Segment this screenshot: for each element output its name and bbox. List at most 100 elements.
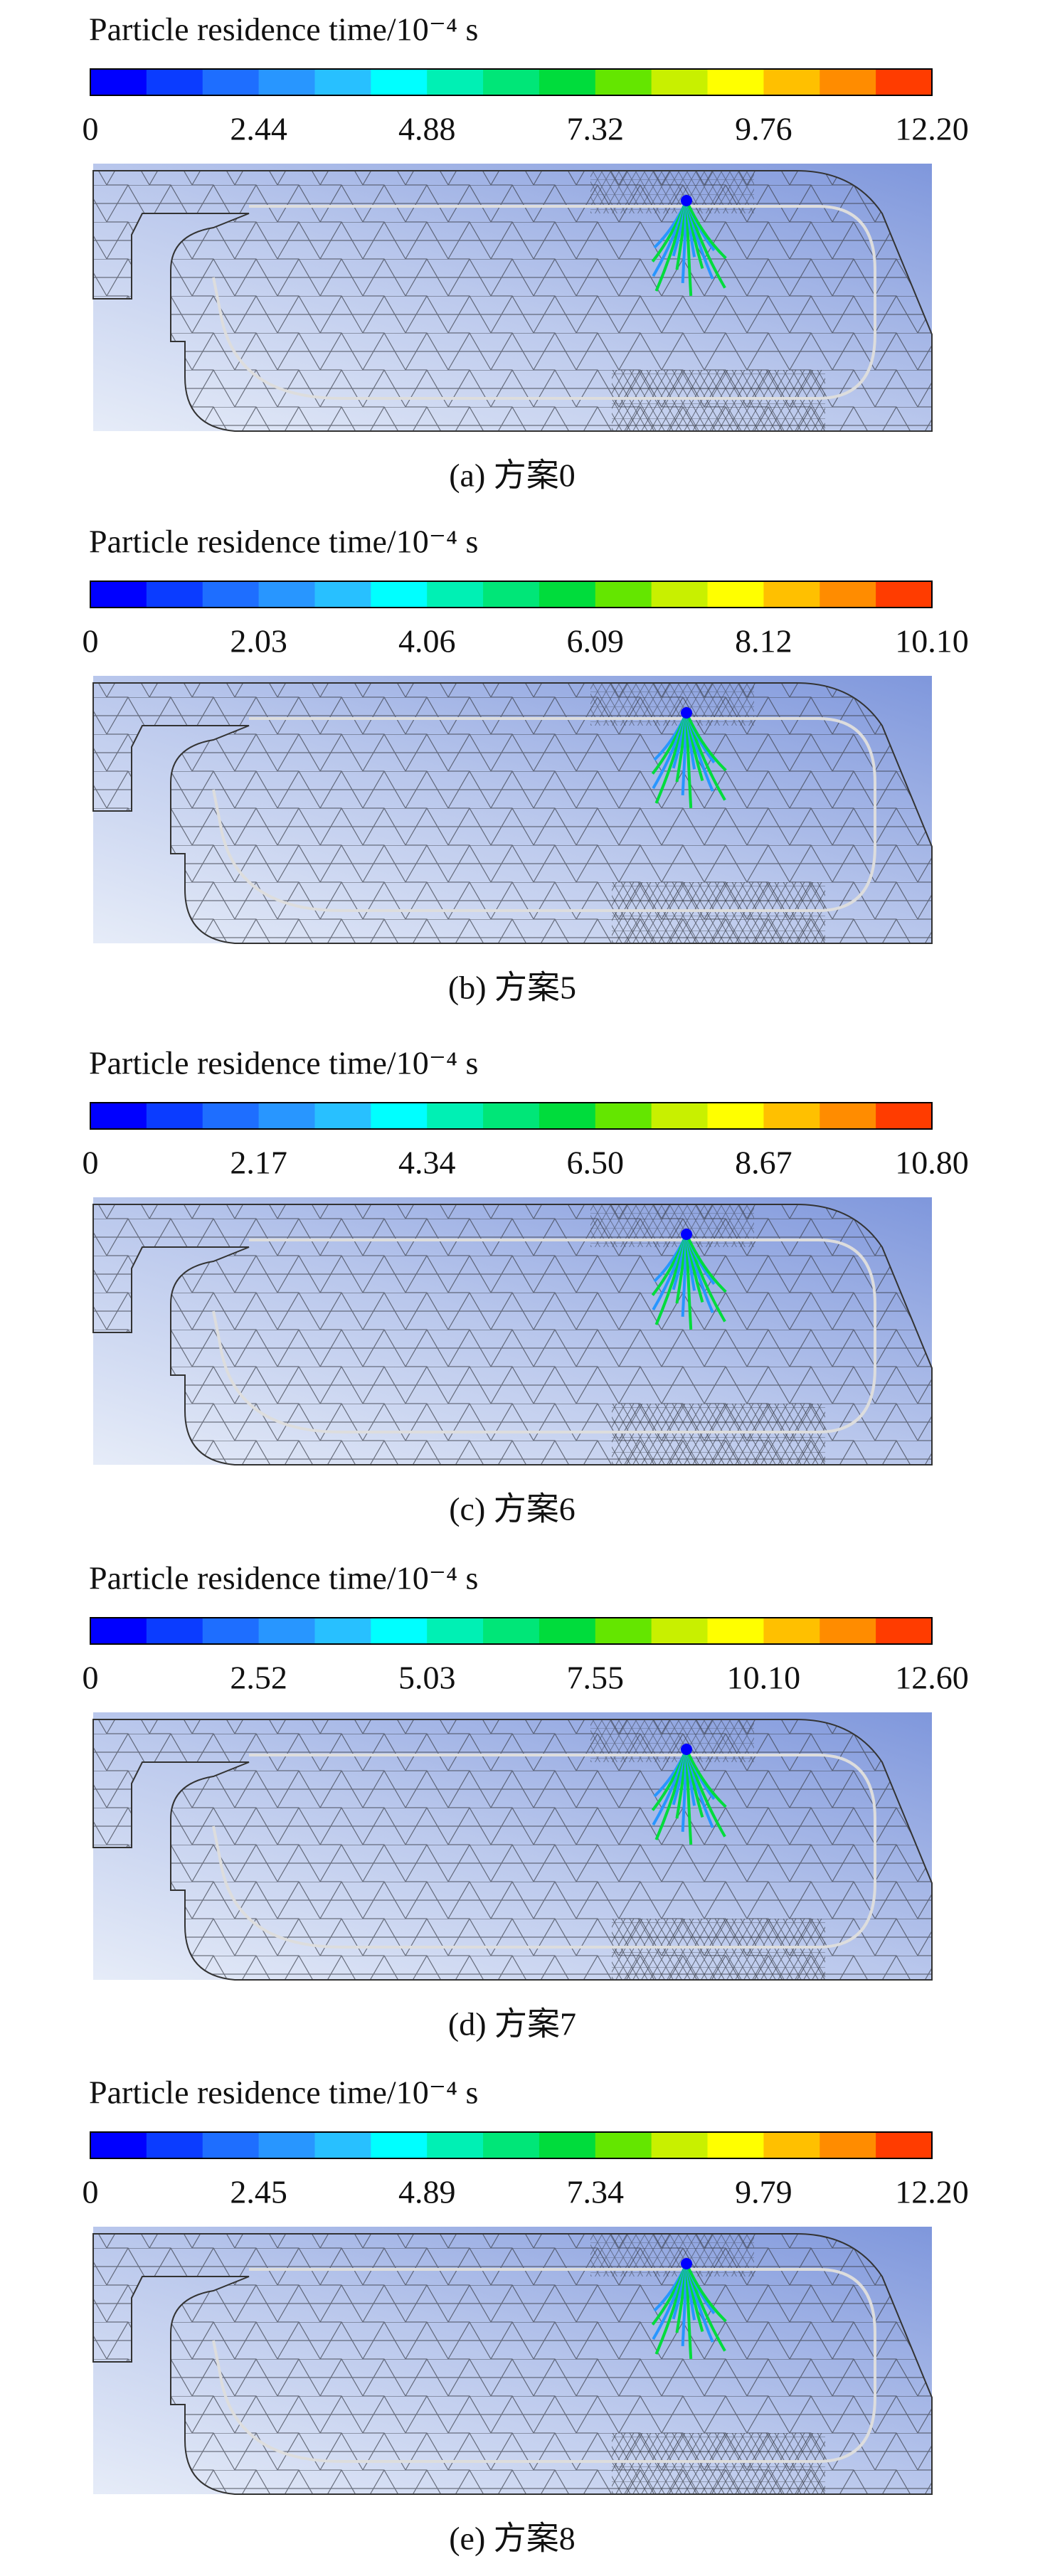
colorbar-tick-label: 7.55 <box>567 1660 625 1696</box>
colorbar-tick-label: 6.50 <box>567 1145 625 1181</box>
mesh-dense <box>612 2433 825 2494</box>
colorbar-tick-label: 4.88 <box>398 111 456 147</box>
colorbar-segment <box>314 2132 371 2158</box>
particle-track <box>685 712 727 772</box>
colorbar-title: Particle residence time/10⁻⁴ s <box>89 1045 478 1081</box>
colorbar-tick-label: 4.89 <box>398 2174 456 2210</box>
colorbar-frame <box>90 2131 933 2159</box>
colorbar-segment <box>258 581 315 608</box>
mesh-dense <box>612 1919 825 1980</box>
colorbar-title: Particle residence time/10⁻⁴ s <box>89 1560 478 1596</box>
colorbar-segment <box>427 69 484 95</box>
colorbar-segment <box>820 2132 876 2158</box>
mesh-domain <box>92 2233 933 2495</box>
colorbar <box>90 581 933 608</box>
mesh-domain <box>92 170 933 432</box>
colorbar-tick-label: 2.17 <box>230 1145 287 1181</box>
colorbar-tick-label: 5.03 <box>398 1660 456 1696</box>
caption: (e) 方案8 <box>449 2521 576 2557</box>
particle-spray <box>651 1744 727 1845</box>
colorbar-segment <box>595 1618 652 1644</box>
colorbar-segment <box>876 69 933 95</box>
colorbar-segment <box>427 1618 484 1644</box>
mesh-image <box>92 1197 933 1465</box>
colorbar-segment <box>90 581 147 608</box>
colorbar-segment <box>371 2132 428 2158</box>
mesh-dense <box>612 882 825 943</box>
colorbar-segment <box>483 69 540 95</box>
mesh-dense <box>612 1404 825 1465</box>
colorbar-tick-label: 4.06 <box>398 623 456 659</box>
mesh-dense <box>590 1204 754 1247</box>
mesh-dense <box>590 1719 754 1762</box>
panel: Particle residence time/10⁻⁴ s 0 2.44 4.88 7… <box>83 11 969 494</box>
colorbar-segment <box>371 581 428 608</box>
particle-spray <box>651 1229 727 1330</box>
colorbar-frame <box>90 68 933 96</box>
colorbar-segment <box>146 581 203 608</box>
colorbar-segment <box>595 1103 652 1129</box>
colorbar-segment <box>539 581 596 608</box>
colorbar-segment <box>314 1618 371 1644</box>
colorbar-tick-label: 0 <box>83 1145 99 1181</box>
colorbar-segment <box>371 1618 428 1644</box>
channel-outline <box>212 2268 876 2463</box>
colorbar-title: Particle residence time/10⁻⁴ s <box>89 2074 478 2111</box>
colorbar <box>90 2131 933 2159</box>
colorbar-segment <box>202 69 260 95</box>
colorbar-segment <box>202 2132 260 2158</box>
colorbar-segment <box>427 2132 484 2158</box>
colorbar-tick-label: 10.10 <box>727 1660 801 1696</box>
colorbar-tick-label: 12.20 <box>895 111 969 147</box>
colorbar-segment <box>483 1618 540 1644</box>
colorbar-segment <box>314 69 371 95</box>
colorbar-tick-label: 0 <box>83 2174 99 2210</box>
caption: (b) 方案5 <box>448 970 576 1006</box>
colorbar-tick-label: 10.80 <box>895 1145 969 1181</box>
injector <box>681 1744 692 1755</box>
mesh-domain <box>92 1719 933 1981</box>
colorbar-tick-label: 2.44 <box>230 111 287 147</box>
colorbar-tick-label: 2.45 <box>230 2174 287 2210</box>
colorbar-segment <box>820 1618 876 1644</box>
colorbar-segment <box>314 581 371 608</box>
colorbar-segment <box>427 1103 484 1129</box>
colorbar-segment <box>314 1103 371 1129</box>
colorbar-frame <box>90 1102 933 1130</box>
panel: Particle residence time/10⁻⁴ s 0 2.45 4.89 7… <box>83 2074 969 2557</box>
colorbar-segment <box>651 2132 709 2158</box>
panel: Particle residence time/10⁻⁴ s 0 2.17 4.34 6… <box>83 1045 969 1527</box>
particle-spray <box>651 195 727 296</box>
colorbar <box>90 68 933 96</box>
colorbar-segment <box>763 1103 820 1129</box>
colorbar-segment <box>707 69 764 95</box>
mesh-domain <box>92 1204 933 1465</box>
colorbar-tick-label: 9.76 <box>735 111 792 147</box>
colorbar-segment <box>483 2132 540 2158</box>
channel-outline <box>212 205 876 400</box>
colorbar-tick-label: 9.79 <box>735 2174 792 2210</box>
colorbar-segment <box>707 1103 764 1129</box>
colorbar-segment <box>90 1103 147 1129</box>
colorbar-tick-label: 2.03 <box>230 623 287 659</box>
colorbar-segment <box>483 1103 540 1129</box>
colorbar-segment <box>707 581 764 608</box>
mesh-dense <box>590 683 754 726</box>
colorbar-segment <box>876 2132 933 2158</box>
colorbar-segment <box>595 581 652 608</box>
colorbar-segment <box>820 581 876 608</box>
colorbar-segment <box>146 69 203 95</box>
mesh-image <box>92 676 933 944</box>
caption: (d) 方案7 <box>448 2006 576 2042</box>
colorbar-tick-label: 2.52 <box>230 1660 287 1696</box>
channel-outline <box>212 717 876 912</box>
colorbar <box>90 1617 933 1645</box>
colorbar-segment <box>763 69 820 95</box>
colorbar-segment <box>90 2132 147 2158</box>
mesh-dense <box>590 171 754 213</box>
mesh-domain <box>92 682 933 944</box>
particle-spray <box>651 2258 727 2359</box>
caption: (a) 方案0 <box>449 457 576 494</box>
